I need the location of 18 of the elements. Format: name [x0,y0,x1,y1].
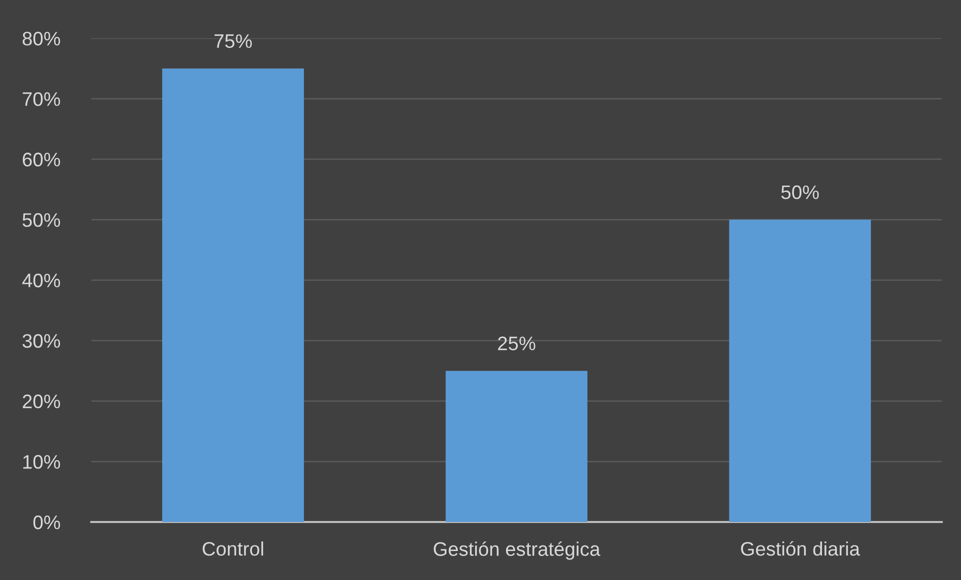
y-tick-label: 20% [22,394,60,408]
y-tick-label: 40% [22,274,60,288]
y-tick-label: 30% [22,334,60,348]
y-tick-label: 60% [22,152,60,166]
x-tick-label: Gestión estratégica [434,541,600,560]
bar [162,68,304,522]
y-tick-label: 50% [22,213,60,227]
bar [446,370,588,522]
data-label: 50% [781,185,819,200]
x-tick-label: Gestión diaria [741,541,860,556]
y-tick-label: 70% [22,92,60,106]
bar [729,220,871,522]
data-label: 75% [214,34,252,48]
x-tick-label: Control [202,541,264,556]
y-tick-label: 0% [33,515,60,530]
y-tick-label: 10% [23,455,60,469]
y-tick-label: 80% [22,32,60,46]
data-label: 25% [498,336,536,350]
